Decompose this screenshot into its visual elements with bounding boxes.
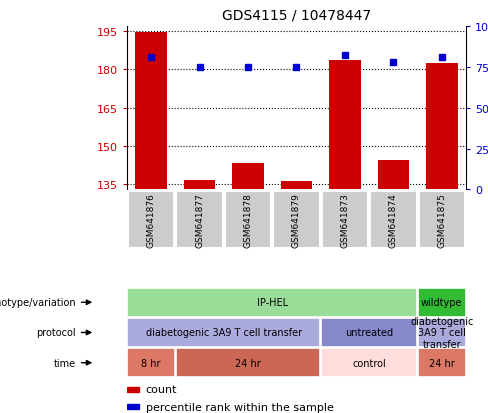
Text: diabetogenic
3A9 T cell
transfer: diabetogenic 3A9 T cell transfer: [410, 316, 473, 349]
Bar: [418, 318, 466, 347]
Bar: [127, 387, 139, 392]
Text: protocol: protocol: [37, 328, 76, 338]
Bar: [418, 348, 466, 377]
Text: percentile rank within the sample: percentile rank within the sample: [145, 402, 333, 412]
Bar: [418, 288, 466, 317]
Bar: [127, 404, 139, 410]
Bar: [378, 161, 409, 190]
Text: 24 hr: 24 hr: [429, 358, 455, 368]
Text: GSM641874: GSM641874: [389, 192, 398, 247]
Text: 8 hr: 8 hr: [142, 358, 161, 368]
Bar: [128, 191, 174, 249]
Bar: [127, 318, 320, 347]
Text: GSM641875: GSM641875: [437, 192, 447, 247]
Bar: [127, 348, 175, 377]
Text: time: time: [54, 358, 76, 368]
Text: GSM641877: GSM641877: [195, 192, 204, 247]
Bar: [232, 163, 264, 190]
Bar: [281, 182, 312, 190]
Text: 24 hr: 24 hr: [235, 358, 261, 368]
Bar: [135, 33, 167, 190]
Title: GDS4115 / 10478447: GDS4115 / 10478447: [222, 9, 371, 23]
Bar: [176, 348, 320, 377]
Text: count: count: [145, 384, 177, 394]
Text: genotype/variation: genotype/variation: [0, 297, 76, 308]
Bar: [127, 288, 417, 317]
Bar: [419, 191, 465, 249]
Text: control: control: [352, 358, 386, 368]
Bar: [321, 348, 417, 377]
Bar: [225, 191, 271, 249]
Bar: [426, 64, 458, 190]
Text: GSM641879: GSM641879: [292, 192, 301, 247]
Bar: [329, 61, 361, 190]
Text: GSM641876: GSM641876: [146, 192, 156, 247]
Bar: [176, 191, 223, 249]
Bar: [321, 318, 417, 347]
Bar: [184, 181, 215, 190]
Text: wildtype: wildtype: [421, 297, 463, 308]
Bar: [322, 191, 368, 249]
Bar: [370, 191, 417, 249]
Text: diabetogenic 3A9 T cell transfer: diabetogenic 3A9 T cell transfer: [146, 328, 302, 338]
Text: untreated: untreated: [345, 328, 393, 338]
Bar: [273, 191, 320, 249]
Text: GSM641873: GSM641873: [341, 192, 349, 247]
Text: IP-HEL: IP-HEL: [257, 297, 288, 308]
Text: GSM641878: GSM641878: [244, 192, 252, 247]
